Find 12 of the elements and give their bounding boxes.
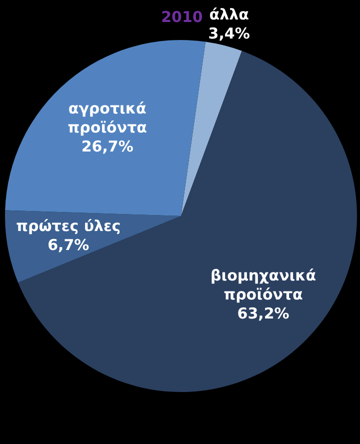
- slice-label: πρώτες ύλες: [16, 216, 121, 235]
- pie-slice: [181, 42, 242, 216]
- data-label: 6,7%: [48, 236, 90, 254]
- chart-title: 2010: [161, 8, 203, 26]
- pie-slice: [5, 40, 206, 216]
- slice-label: άλλα: [209, 5, 249, 24]
- data-label: 3,4%: [208, 24, 250, 42]
- slice-label: βιομηχανικά προϊόντα: [210, 266, 316, 304]
- slice-label: αγροτικά προϊόντα: [68, 100, 147, 137]
- data-label: 26,7%: [81, 138, 134, 156]
- data-label: 63,2%: [237, 304, 290, 323]
- pie-slice: [18, 50, 357, 392]
